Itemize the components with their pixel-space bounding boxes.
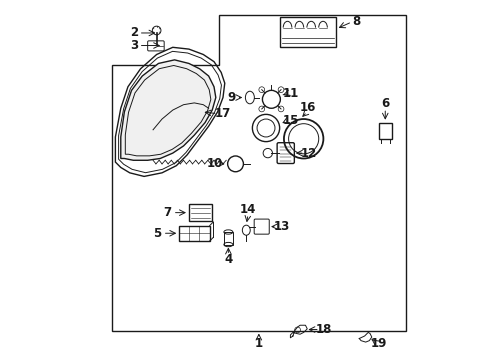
Text: 14: 14 [240, 203, 256, 216]
Text: 11: 11 [282, 87, 298, 100]
Text: 1: 1 [254, 337, 263, 350]
Text: 4: 4 [224, 253, 232, 266]
Polygon shape [121, 60, 215, 160]
Text: 18: 18 [315, 323, 332, 336]
Text: 2: 2 [130, 27, 138, 40]
Text: 17: 17 [214, 107, 231, 120]
Text: 9: 9 [227, 91, 236, 104]
Text: 3: 3 [130, 39, 138, 52]
Bar [179, 226, 209, 241]
Bar [188, 204, 212, 221]
Bar [378, 123, 391, 139]
Text: 15: 15 [283, 114, 299, 127]
Bar [224, 232, 232, 244]
Text: 13: 13 [273, 220, 289, 233]
Text: 12: 12 [300, 147, 317, 159]
Text: 16: 16 [299, 101, 316, 114]
Text: 5: 5 [153, 227, 161, 240]
Text: 6: 6 [380, 97, 388, 110]
Text: 19: 19 [370, 337, 386, 350]
Text: 10: 10 [206, 157, 223, 170]
Text: 7: 7 [163, 206, 171, 219]
Text: 8: 8 [351, 15, 360, 28]
Bar [280, 17, 335, 47]
